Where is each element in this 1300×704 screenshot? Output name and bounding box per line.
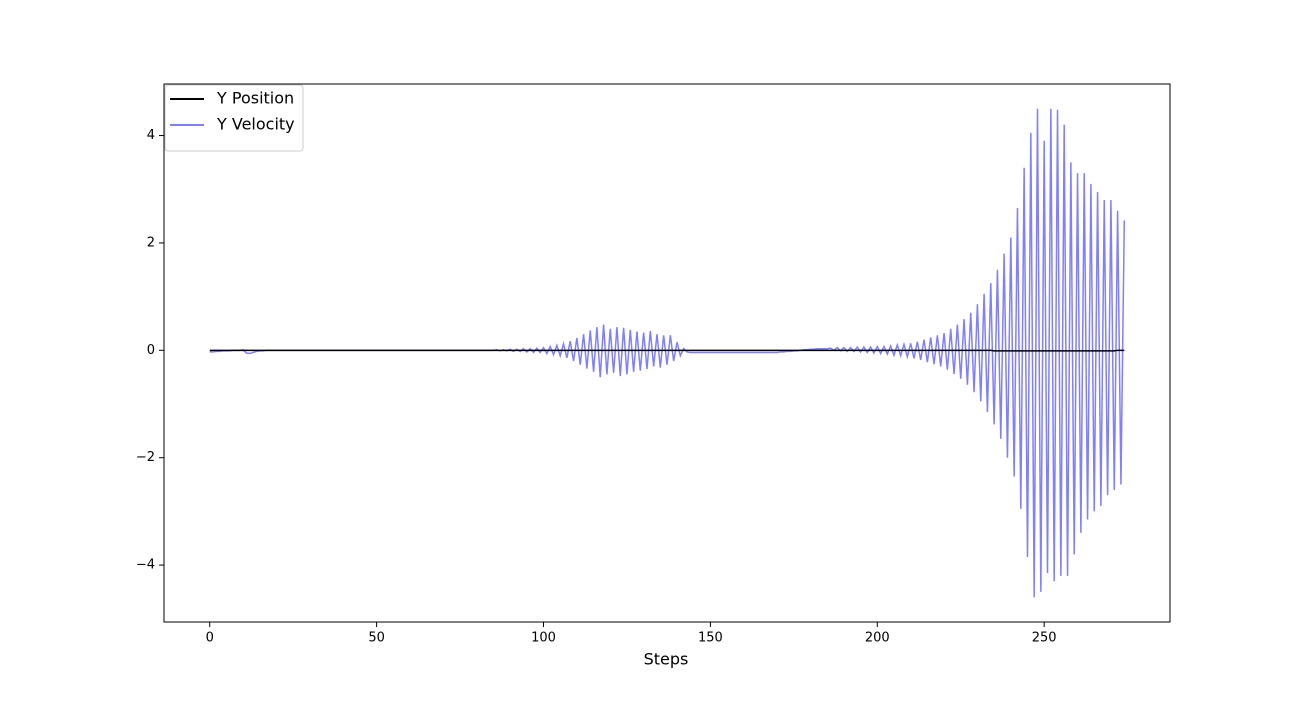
y-tick-label: 0	[147, 343, 155, 358]
x-tick-label: 250	[1032, 631, 1057, 646]
legend: Y Position Y Velocity	[164, 84, 304, 152]
y-tick-label: −2	[136, 450, 155, 465]
x-tick-label: 100	[531, 631, 556, 646]
legend-label: Y Position	[216, 89, 294, 108]
x-axis-label: Steps	[644, 650, 689, 669]
x-tick-label: 0	[206, 631, 214, 646]
y-tick-label: −4	[136, 558, 155, 573]
y-tick-label: 2	[147, 235, 155, 250]
legend-box	[164, 84, 304, 152]
data-line	[209, 349, 1125, 352]
x-tick-label: 150	[698, 631, 723, 646]
plot-frame	[163, 83, 1171, 623]
legend-label: Y Velocity	[216, 115, 295, 134]
x-tick-label: 50	[368, 631, 385, 646]
x-tick-label: 200	[865, 631, 890, 646]
y-tick-label: 4	[147, 128, 155, 143]
